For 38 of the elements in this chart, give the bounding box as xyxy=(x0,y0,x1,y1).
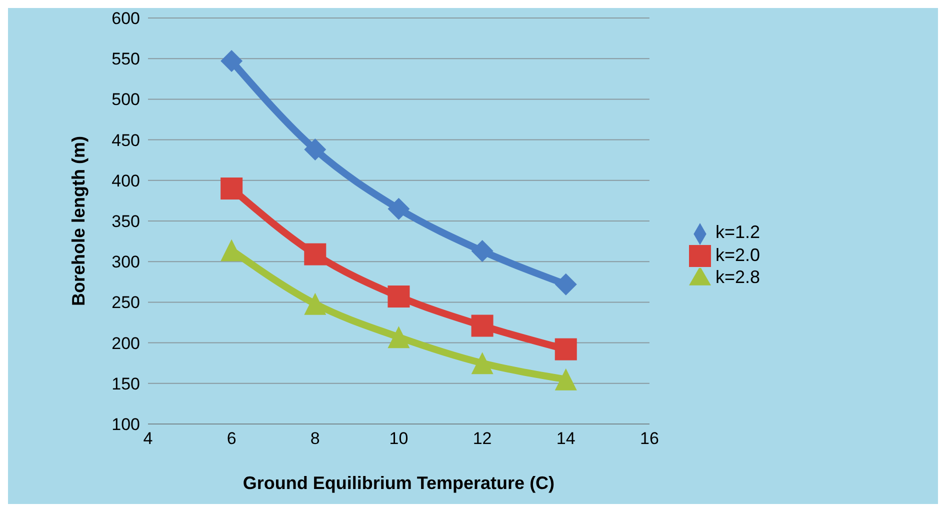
x-tick-label: 4 xyxy=(143,429,153,448)
legend-label: k=1.2 xyxy=(715,222,760,242)
x-tick-label: 8 xyxy=(310,429,320,448)
y-tick-label: 250 xyxy=(112,293,140,312)
x-tick-label: 12 xyxy=(472,429,492,448)
y-tick-label: 550 xyxy=(112,50,140,69)
x-tick-label: 16 xyxy=(640,429,659,448)
y-tick-label: 150 xyxy=(112,374,140,394)
point xyxy=(554,273,577,296)
point xyxy=(220,50,243,72)
y-tick-label: 100 xyxy=(112,415,140,434)
legend-label: k=2.8 xyxy=(715,267,760,288)
point xyxy=(388,286,410,308)
point xyxy=(554,368,577,390)
point xyxy=(304,138,326,161)
point xyxy=(220,239,243,262)
point xyxy=(471,240,494,262)
point xyxy=(471,314,494,337)
x-axis-title: Ground Equilibrium Temperature (C) xyxy=(242,472,555,493)
point xyxy=(471,352,494,374)
y-axis-title: Borehole length (m) xyxy=(68,136,88,306)
y-tick-label: 500 xyxy=(112,90,140,110)
x-tick-label: 14 xyxy=(556,429,576,448)
y-tick-label: 450 xyxy=(112,130,140,150)
point xyxy=(388,198,410,220)
point xyxy=(304,243,326,266)
point xyxy=(220,178,243,200)
x-tick-label: 6 xyxy=(226,429,236,448)
legend-label: k=2.0 xyxy=(715,244,760,265)
y-tick-label: 600 xyxy=(112,9,140,28)
point xyxy=(304,292,326,315)
x-tick-label: 10 xyxy=(389,429,408,448)
y-tick-label: 200 xyxy=(112,334,140,353)
point xyxy=(388,326,410,348)
y-tick-label: 350 xyxy=(112,212,140,232)
y-tick-label: 400 xyxy=(112,171,140,190)
point xyxy=(554,338,577,360)
y-tick-label: 300 xyxy=(112,252,140,272)
